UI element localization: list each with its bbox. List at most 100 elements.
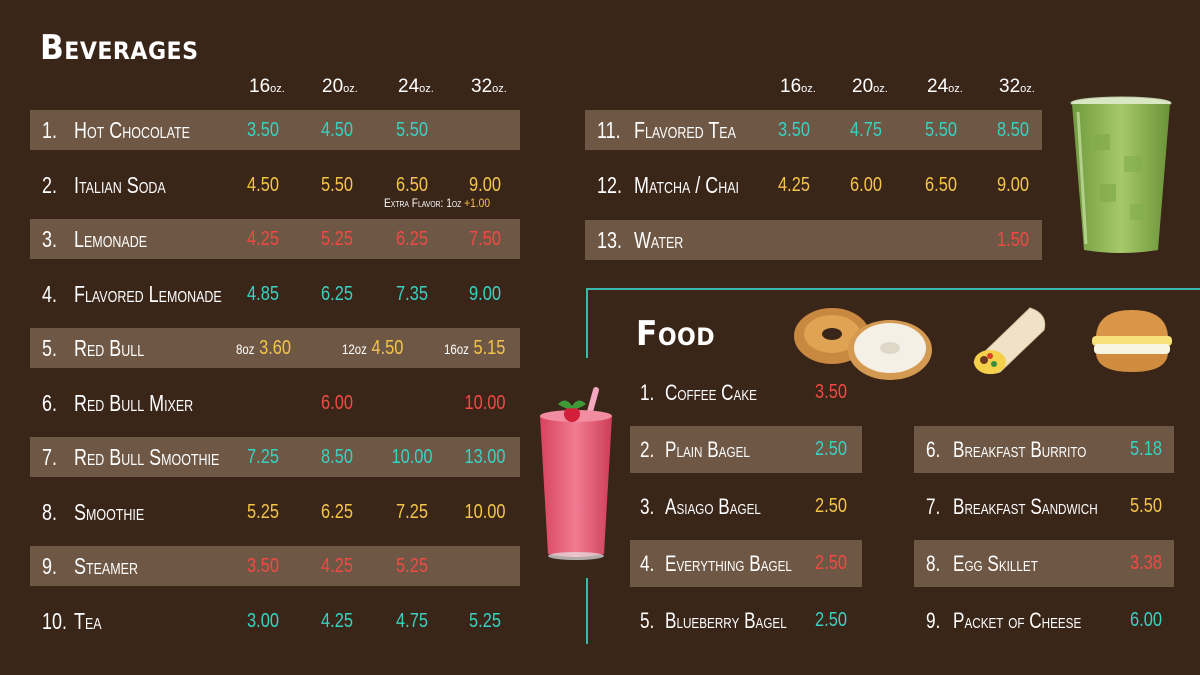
item-number: 5. <box>640 608 655 633</box>
beverage-row: 10. Tea 3.00 4.25 4.75 5.25 <box>30 601 520 641</box>
item-number: 2. <box>640 437 655 462</box>
food-row: 1. Coffee Cake 3.50 <box>630 369 862 416</box>
size-unit: oz. <box>1020 83 1035 95</box>
size-number: 24 <box>398 76 420 97</box>
extra-flavor-price: +1.00 <box>464 195 490 210</box>
item-number: 9. <box>42 553 57 579</box>
item-number: 5. <box>42 335 57 361</box>
price-value: 10.00 <box>391 446 433 468</box>
price-value: 2.50 <box>815 609 847 631</box>
item-number: 1. <box>42 117 57 143</box>
extra-flavor-note: Extra Flavor: 1oz +1.00 <box>384 196 490 210</box>
price-value: 4.25 <box>321 555 353 577</box>
size-unit: oz. <box>801 83 816 95</box>
food-row: 4. Everything Bagel 2.50 <box>630 540 862 587</box>
price-value: 3.50 <box>815 381 847 403</box>
item-name: Asiago Bagel <box>665 494 761 519</box>
size-header-label: 24oz. <box>927 76 963 98</box>
food-frame-top <box>586 288 1200 290</box>
size-header-label: 16oz. <box>780 76 816 98</box>
can-price: 4.50 <box>371 337 404 359</box>
item-name: Smoothie <box>74 498 145 525</box>
size-number: 32 <box>471 76 493 97</box>
food-row: 3. Asiago Bagel 2.50 <box>630 483 862 530</box>
beverage-row: 4. Flavored Lemonade 4.85 6.25 7.35 9.00 <box>30 274 520 314</box>
item-number: 7. <box>42 444 57 470</box>
price-value: 12oz 4.50 <box>342 328 403 368</box>
price-value: 8oz 3.60 <box>236 328 291 368</box>
beverages-title: Beverages <box>40 28 199 68</box>
item-name: Breakfast Sandwich <box>953 494 1098 519</box>
can-size-label: 12oz <box>342 341 367 357</box>
beverage-row: 12. Matcha / Chai 4.25 6.00 6.50 9.00 <box>585 165 1042 205</box>
item-number: 8. <box>42 498 57 525</box>
price-value: 7.35 <box>396 282 428 305</box>
price-value: 7.25 <box>396 500 428 523</box>
food-row: 8. Egg Skillet 3.38 <box>914 540 1174 587</box>
item-name: Red Bull Mixer <box>74 389 194 416</box>
size-number: 20 <box>852 76 874 97</box>
size-number: 16 <box>780 76 802 97</box>
price-value: 4.75 <box>850 119 882 141</box>
item-name: Packet of Cheese <box>953 608 1082 633</box>
item-number: 9. <box>926 608 941 633</box>
beverage-row: 1. Hot Chocolate 3.50 4.50 5.50 <box>30 110 520 150</box>
can-price: 5.15 <box>473 337 506 359</box>
price-value: 6.00 <box>850 174 882 196</box>
size-unit: oz. <box>873 83 888 95</box>
item-number: 4. <box>42 280 57 307</box>
beverage-row: 8. Smoothie 5.25 6.25 7.25 10.00 <box>30 492 520 532</box>
price-value: 5.50 <box>396 119 428 141</box>
item-name: Water <box>634 227 684 253</box>
item-number: 6. <box>926 437 941 462</box>
item-number: 1. <box>640 380 655 405</box>
burrito-icon <box>973 307 1046 375</box>
price-value: 2.50 <box>815 495 847 517</box>
price-value: 3.50 <box>247 119 279 141</box>
price-value: 3.50 <box>778 119 810 141</box>
price-value: 4.85 <box>247 282 279 305</box>
item-name: Hot Chocolate <box>74 117 190 143</box>
can-size-label: 16oz <box>444 341 469 357</box>
item-name: Coffee Cake <box>665 380 757 405</box>
price-value: 8.50 <box>997 119 1029 141</box>
price-value: 6.00 <box>1130 609 1162 631</box>
beverage-row: 13. Water 1.50 <box>585 220 1042 260</box>
item-name: Matcha / Chai <box>634 172 740 198</box>
item-name: Egg Skillet <box>953 551 1038 576</box>
item-name: Italian Soda <box>74 171 166 198</box>
price-value: 9.00 <box>469 282 501 305</box>
beverage-row: 6. Red Bull Mixer 6.00 10.00 <box>30 383 520 423</box>
breakfast-sandwich-icon <box>1092 310 1172 372</box>
price-value: 5.50 <box>925 119 957 141</box>
price-value: 6.25 <box>321 282 353 305</box>
price-value: 8.50 <box>321 446 353 468</box>
size-header-label: 16oz. <box>249 76 285 98</box>
size-unit: oz. <box>492 83 507 95</box>
price-value: 9.00 <box>469 173 501 196</box>
food-title: Food <box>636 314 716 354</box>
price-value: 4.25 <box>247 228 279 250</box>
food-row: 2. Plain Bagel 2.50 <box>630 426 862 473</box>
size-number: 16 <box>249 76 271 97</box>
price-value: 10.00 <box>464 391 506 414</box>
price-value: 2.50 <box>815 552 847 574</box>
size-number: 32 <box>999 76 1021 97</box>
size-unit: oz. <box>270 83 285 95</box>
price-value: 1.50 <box>997 229 1029 251</box>
price-value: 6.50 <box>396 173 428 196</box>
price-value: 4.25 <box>321 609 353 632</box>
price-value: 5.25 <box>321 228 353 250</box>
beverage-row: 7. Red Bull Smoothie 7.25 8.50 10.00 13.00 <box>30 437 520 477</box>
price-value: 5.50 <box>1130 495 1162 517</box>
food-frame-left-lower <box>586 578 588 644</box>
food-row: 6. Breakfast Burrito 5.18 <box>914 426 1174 473</box>
item-number: 4. <box>640 551 655 576</box>
size-unit: oz. <box>948 83 963 95</box>
size-header-label: 24oz. <box>398 76 434 98</box>
price-value: 5.25 <box>396 555 428 577</box>
matcha-drink-icon <box>1070 96 1172 253</box>
size-number: 20 <box>322 76 344 97</box>
price-value: 4.25 <box>778 174 810 196</box>
price-value: 5.25 <box>469 609 501 632</box>
